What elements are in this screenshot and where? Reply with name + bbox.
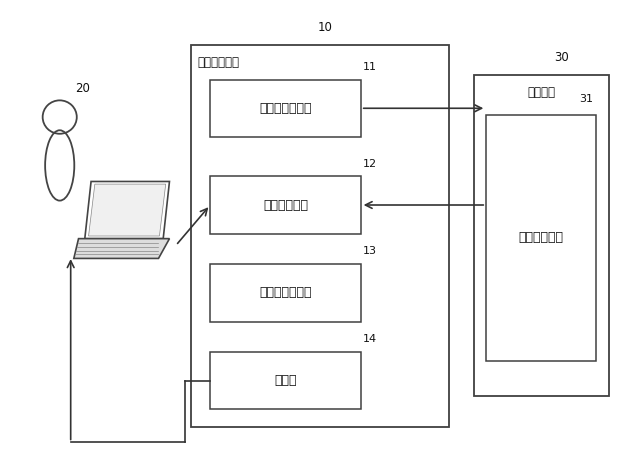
Text: 自動交渉装置: 自動交渉装置 [198, 55, 240, 69]
Text: 管理装置: 管理装置 [527, 86, 555, 99]
Text: 10: 10 [317, 21, 333, 33]
Text: 21: 21 [145, 187, 159, 201]
Bar [211, 80, 361, 137]
Polygon shape [74, 239, 170, 258]
Bar [474, 75, 609, 396]
Text: 11: 11 [364, 62, 377, 72]
Bar [191, 44, 449, 427]
Text: 13: 13 [364, 246, 377, 256]
Text: 優先順位設定部: 優先順位設定部 [259, 286, 312, 300]
Text: シミュレータ: シミュレータ [518, 231, 564, 245]
Text: 31: 31 [579, 94, 593, 104]
Bar [211, 264, 361, 322]
Bar [211, 352, 361, 409]
Bar [211, 176, 361, 234]
Polygon shape [88, 184, 166, 236]
Text: 提案部: 提案部 [275, 374, 297, 387]
Text: 14: 14 [364, 334, 378, 344]
Text: 20: 20 [76, 82, 90, 95]
Polygon shape [84, 181, 170, 239]
Text: 提案候補設定部: 提案候補設定部 [259, 102, 312, 115]
Text: 効用値算出部: 効用値算出部 [263, 198, 308, 212]
Text: 12: 12 [364, 158, 378, 169]
Text: 30: 30 [554, 51, 569, 64]
Bar [486, 115, 596, 361]
